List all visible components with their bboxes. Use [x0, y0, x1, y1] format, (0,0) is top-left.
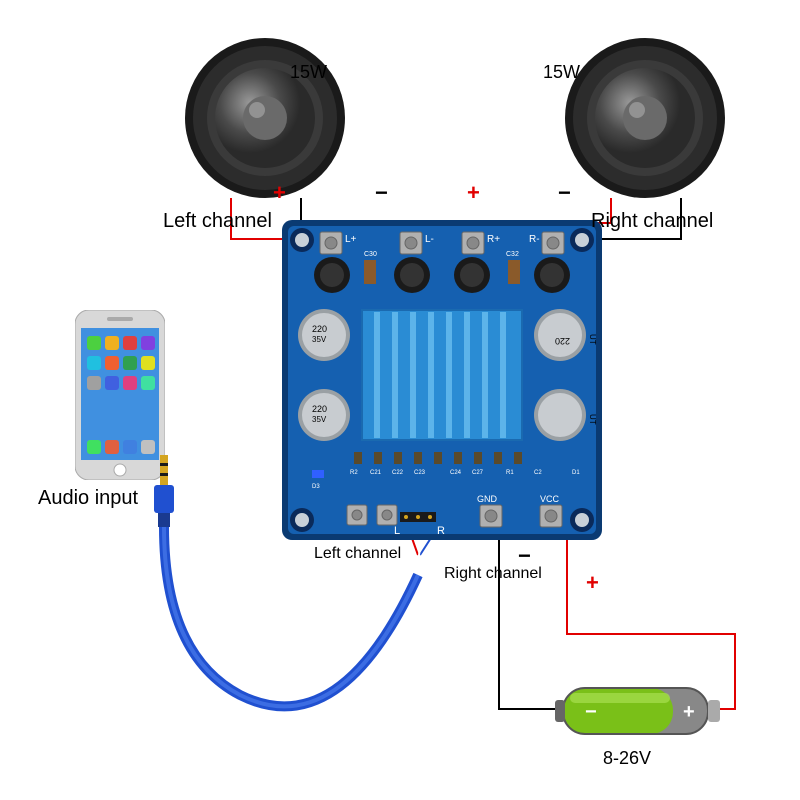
- svg-text:+: +: [683, 701, 695, 723]
- svg-text:35V: 35V: [312, 415, 327, 424]
- label-right-channel: Right channel: [591, 210, 713, 233]
- symbol-plus-vcc: +: [586, 570, 599, 596]
- label-left-channel-bottom: Left channel: [314, 545, 401, 563]
- svg-text:L+: L+: [345, 234, 357, 245]
- wire-vcc-h: [566, 633, 736, 635]
- svg-text:C30: C30: [364, 251, 377, 258]
- svg-text:R1: R1: [506, 470, 514, 476]
- svg-text:C27: C27: [472, 470, 484, 476]
- label-left-power: 15W: [290, 62, 327, 83]
- svg-text:−: −: [585, 701, 597, 723]
- wire-vcc-v2: [734, 633, 736, 710]
- svg-text:220: 220: [312, 404, 327, 414]
- svg-text:C32: C32: [506, 251, 519, 258]
- svg-text:VCC: VCC: [540, 494, 560, 504]
- speaker-right: [565, 38, 725, 198]
- svg-text:R-: R-: [529, 234, 540, 245]
- svg-text:C24: C24: [450, 470, 462, 476]
- svg-text:UT: UT: [588, 334, 597, 345]
- label-voltage-range: 8-26V: [603, 748, 651, 769]
- wire-left-neg-v: [300, 198, 302, 222]
- svg-text:35V: 35V: [312, 335, 327, 344]
- symbol-plus-right: +: [467, 180, 480, 206]
- symbol-minus-left: −: [375, 180, 388, 206]
- svg-text:C2: C2: [534, 470, 542, 476]
- symbol-plus-left: +: [273, 180, 286, 206]
- wire-gnd-h: [498, 708, 560, 710]
- audio-cable: [100, 455, 430, 755]
- label-left-channel: Left channel: [163, 210, 272, 233]
- svg-text:GND: GND: [477, 494, 498, 504]
- svg-text:L-: L-: [425, 234, 434, 245]
- symbol-minus-right: −: [558, 180, 571, 206]
- battery-icon: − +: [555, 678, 725, 744]
- svg-text:R+: R+: [487, 234, 500, 245]
- symbol-minus-gnd: −: [518, 543, 531, 569]
- label-right-power: 15W: [543, 62, 580, 83]
- wire-vcc-v1: [566, 530, 568, 635]
- svg-text:D1: D1: [572, 470, 580, 476]
- label-audio-input: Audio input: [38, 487, 138, 510]
- svg-text:R: R: [437, 525, 445, 537]
- svg-text:220: 220: [312, 324, 327, 334]
- svg-text:UT: UT: [588, 414, 597, 425]
- svg-text:220: 220: [555, 336, 570, 346]
- wire-gnd-v: [498, 530, 500, 710]
